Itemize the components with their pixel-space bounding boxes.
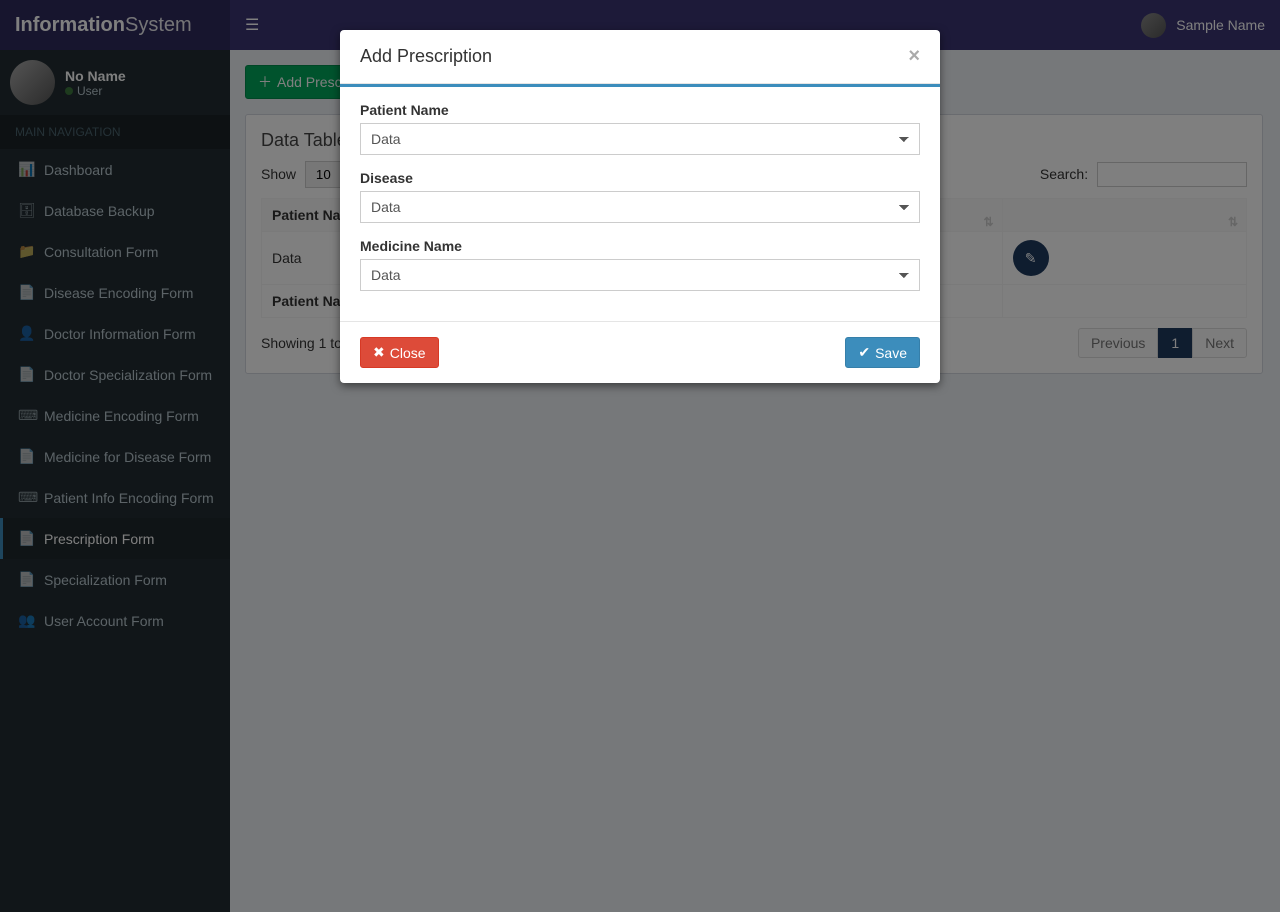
- modal-title: Add Prescription: [360, 46, 492, 67]
- label-disease: Disease: [360, 170, 920, 186]
- label-patient-name: Patient Name: [360, 102, 920, 118]
- save-button[interactable]: ✔ Save: [845, 337, 920, 368]
- add-prescription-modal: Add Prescription × Patient Name Data Dis…: [340, 30, 940, 383]
- save-button-label: Save: [875, 345, 907, 361]
- form-group-disease: Disease Data: [360, 170, 920, 223]
- modal-body: Patient Name Data Disease Data Medicine …: [340, 87, 940, 321]
- form-group-patient: Patient Name Data: [360, 102, 920, 155]
- label-medicine-name: Medicine Name: [360, 238, 920, 254]
- close-icon[interactable]: ×: [908, 45, 920, 68]
- modal-header: Add Prescription ×: [340, 30, 940, 84]
- times-icon: ✖: [373, 344, 385, 361]
- select-medicine-name[interactable]: Data: [360, 259, 920, 291]
- form-group-medicine: Medicine Name Data: [360, 238, 920, 291]
- check-icon: ✔: [858, 344, 870, 361]
- select-patient-name[interactable]: Data: [360, 123, 920, 155]
- select-disease[interactable]: Data: [360, 191, 920, 223]
- modal-footer: ✖ Close ✔ Save: [340, 321, 940, 383]
- close-button-label: Close: [390, 345, 426, 361]
- close-button[interactable]: ✖ Close: [360, 337, 439, 368]
